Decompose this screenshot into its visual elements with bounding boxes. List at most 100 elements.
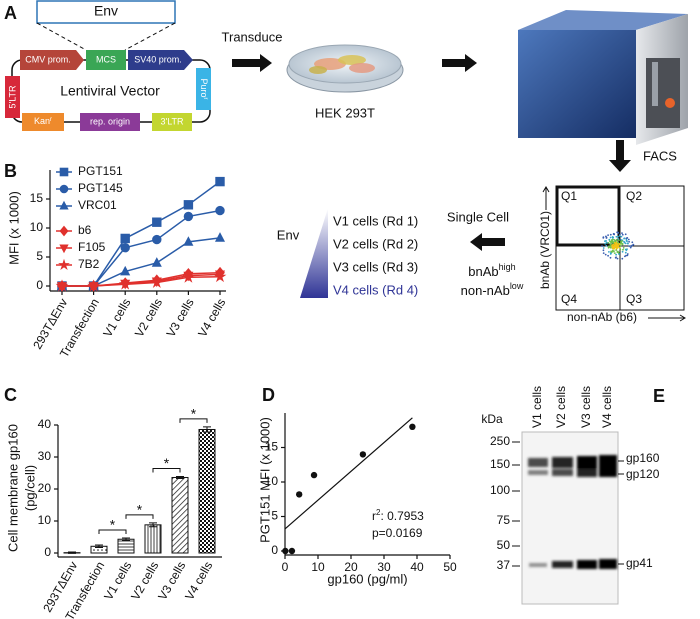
y-tick-label: 0 [44, 545, 51, 559]
rep-label: rep. origin [90, 116, 130, 126]
gradient-label: Env [277, 227, 300, 242]
gate-q1 [555, 185, 621, 247]
point [409, 423, 416, 430]
puro-label: Puror [199, 78, 209, 99]
facs-dot [610, 241, 612, 244]
error-bar [68, 551, 76, 554]
label-base: bnAb [468, 264, 498, 279]
facs-dot [614, 256, 617, 259]
x-tick-label: V2 cells [132, 296, 165, 339]
x-tick-label: V4 cells [195, 296, 228, 339]
marker [120, 265, 131, 276]
quadrant-label: Q1 [561, 189, 577, 203]
facs-dot [617, 241, 619, 244]
facs-dot [605, 244, 608, 247]
round-label: V1 cells (Rd 1) [333, 213, 418, 228]
marker [55, 279, 69, 292]
facs-dot [623, 240, 625, 243]
facs-dot [618, 246, 621, 249]
facs-dot [626, 242, 629, 245]
y-axis-label: MFI (x 1000) [6, 191, 21, 265]
y-tick-label: 10 [265, 474, 279, 488]
facs-dot [616, 243, 618, 245]
marker [120, 243, 130, 253]
facs-dot [605, 241, 608, 244]
facs-dot [610, 239, 613, 241]
gate-label: non-nAblow [461, 281, 524, 298]
significance-bracket [125, 514, 154, 519]
x-tick-label: 0 [282, 560, 289, 574]
facs-dot [616, 231, 618, 234]
facs-dot [620, 242, 622, 245]
facs-dot [616, 246, 619, 249]
facs-dot [620, 235, 623, 238]
marker [87, 279, 100, 292]
facs-dot [622, 247, 625, 249]
facs-dot [627, 238, 630, 241]
facs-dot [619, 245, 622, 247]
env-box [36, 0, 176, 24]
y-tick-label: 5 [271, 509, 278, 523]
facs-dot [612, 246, 615, 249]
dash-line [36, 22, 87, 51]
y-tick-label: 0 [271, 543, 278, 557]
panel-a: A Env CMV prom. MCS SV40 prom. 5'LTR Pur… [4, 0, 688, 324]
series-line [62, 275, 221, 287]
facs-dot [613, 252, 616, 255]
facs-dot [628, 240, 630, 243]
legend-label: PGT151 [78, 164, 123, 178]
x-tick-label: 50 [443, 560, 457, 574]
x-axis-label: gp160 (pg/ml) [327, 571, 407, 586]
bar [144, 524, 162, 554]
single-cell-label: Single Cell [447, 209, 509, 224]
facs-dot [604, 242, 607, 245]
legend-label: PGT145 [78, 181, 123, 195]
point [288, 547, 296, 555]
puro-box [196, 68, 211, 110]
y-tick-label: 15 [265, 440, 279, 454]
legend-marker [59, 244, 69, 254]
mcs-box [86, 50, 126, 70]
lane-label: V2 cells [554, 386, 568, 428]
lane-label: V4 cells [600, 386, 614, 428]
annotation: r2: 0.7953 [372, 508, 424, 524]
quadrant-label: Q3 [626, 292, 642, 306]
annotation: p=0.0169 [372, 526, 423, 540]
legend-label: VRC01 [78, 198, 117, 212]
facs-dot [632, 243, 635, 246]
facs-dot [617, 250, 619, 253]
y-tick-label: 5 [36, 249, 43, 263]
panel-letter: C [4, 385, 17, 405]
facs-dot [615, 249, 618, 252]
marker [151, 257, 162, 267]
facs-dot [608, 246, 611, 249]
significance-label: * [164, 455, 170, 471]
bands [528, 455, 617, 569]
facs-dot [625, 238, 628, 241]
ladder-label: 50 [497, 538, 511, 552]
significance-label: * [191, 406, 197, 422]
facs-dot [616, 245, 619, 248]
ladder-label: 75 [497, 513, 511, 527]
facs-dot [622, 248, 624, 251]
label-sup: 2 [376, 508, 381, 517]
legend-marker [59, 225, 69, 237]
mcs-label: MCS [96, 54, 116, 64]
machine-part [652, 62, 658, 106]
point [295, 491, 303, 498]
facs-dot [609, 236, 612, 239]
label-sup: low [510, 281, 524, 291]
band-label: gp160 [626, 451, 660, 465]
marker [214, 232, 226, 242]
point [310, 471, 318, 479]
y-axis-label: Cell membrane gp160 [5, 424, 20, 552]
sv40-box [128, 50, 193, 70]
arrow [470, 233, 505, 251]
marker [152, 217, 162, 227]
facs-dot [607, 254, 609, 257]
gate-label: bnAbhigh [468, 262, 515, 279]
round-label: V3 cells (Rd 3) [333, 259, 418, 274]
marker [118, 277, 132, 290]
machine-top [518, 10, 688, 30]
kan-label: Kanr [34, 116, 52, 126]
